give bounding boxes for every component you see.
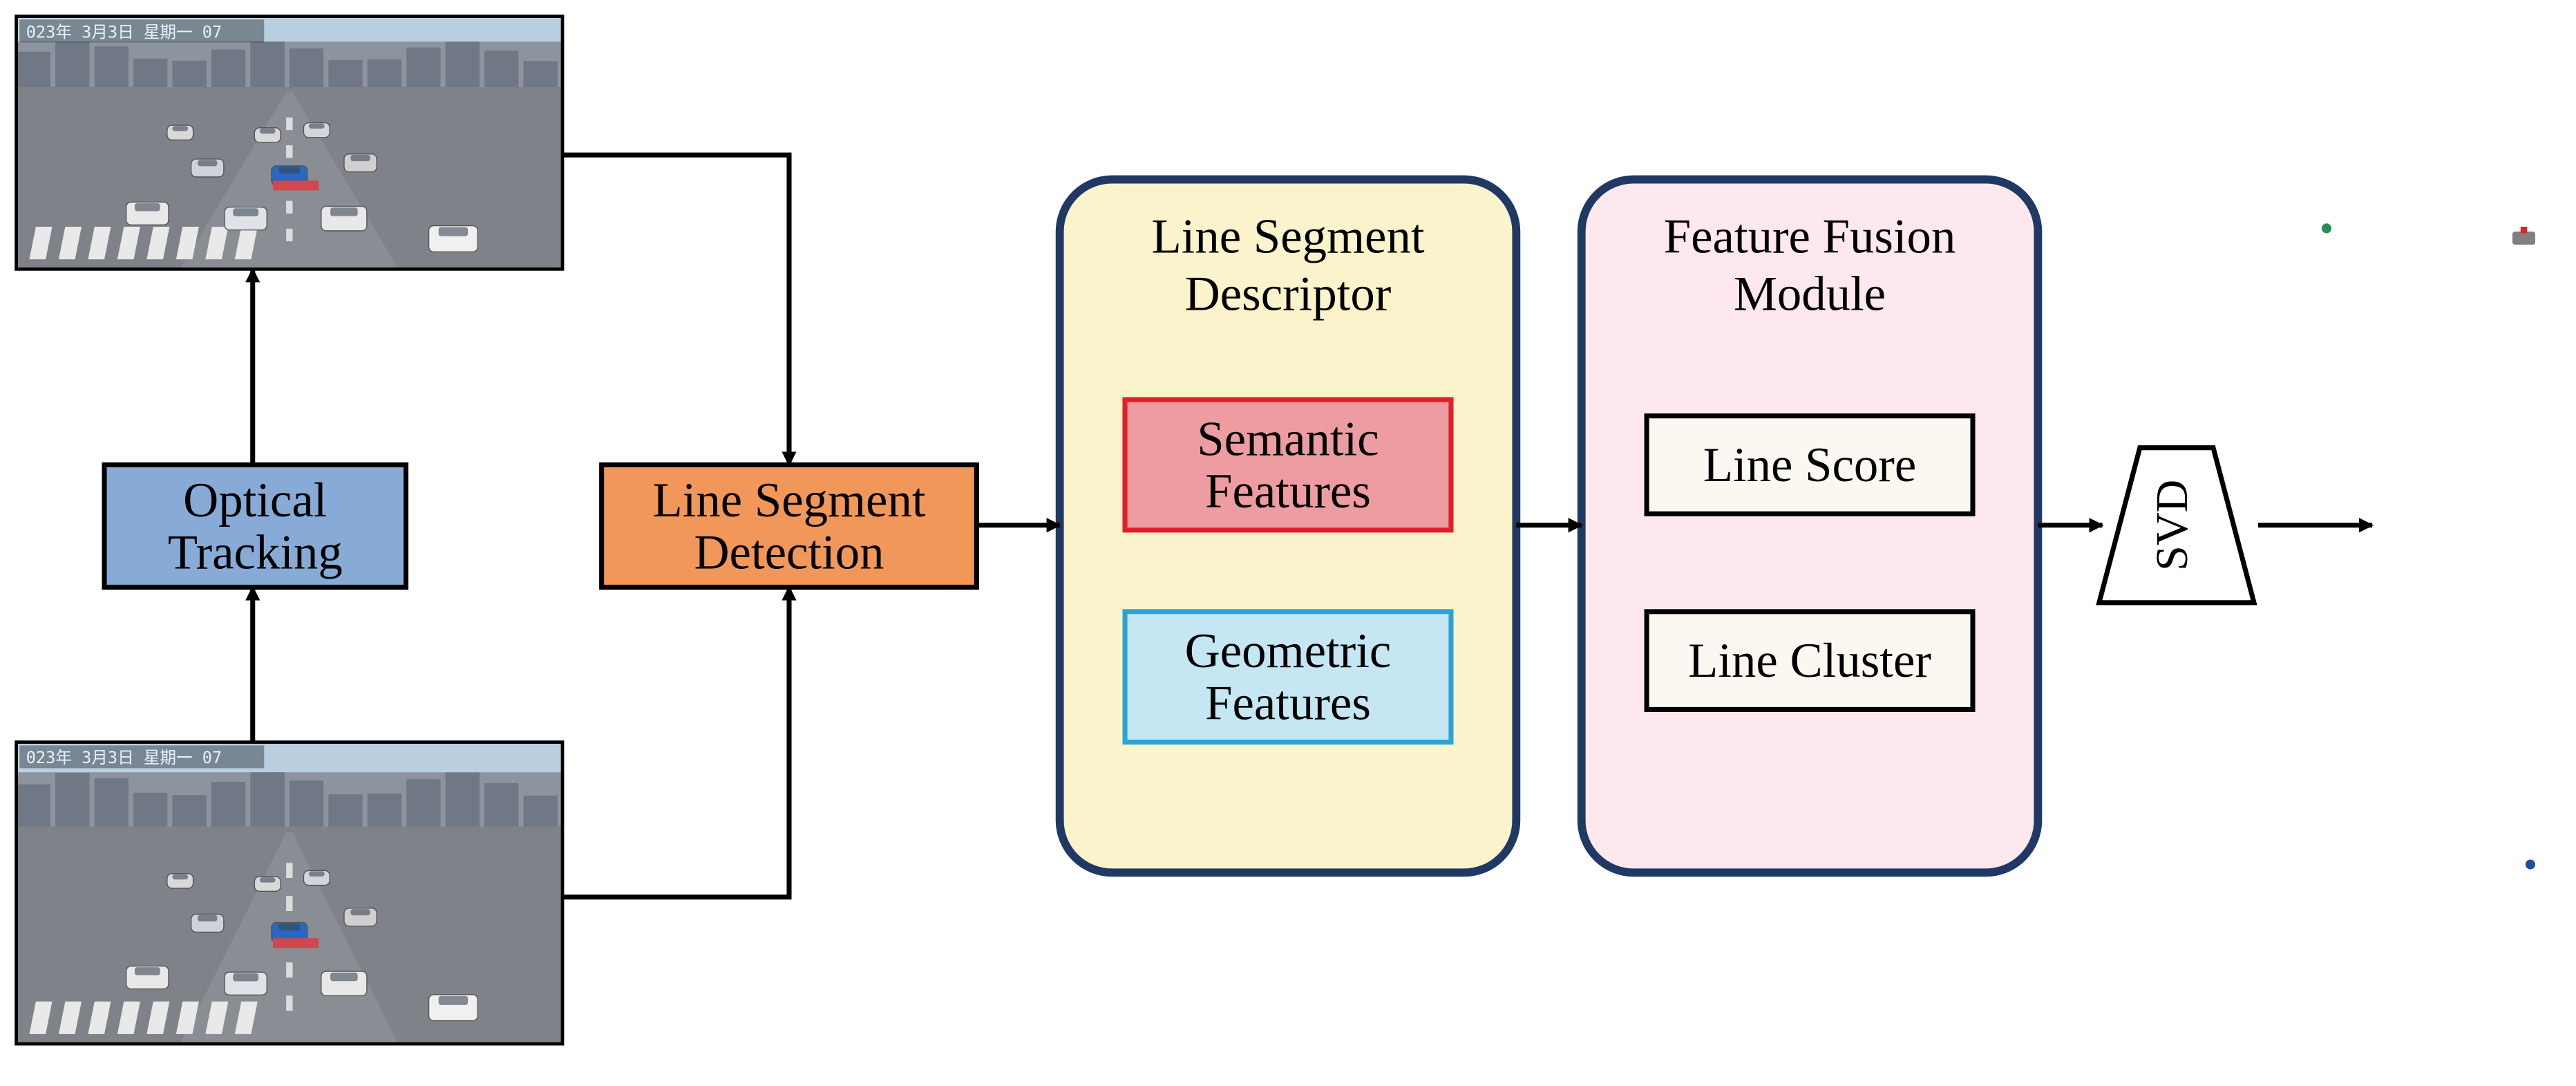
svg-text:Line Cluster: Line Cluster — [1688, 634, 1931, 688]
feature-fusion-module: Feature FusionModule Line Score Line Clust… — [1582, 180, 2038, 873]
input-image-top: 023年 3月3日 星期一 07 — [17, 17, 562, 270]
decor-bug-icon — [2512, 227, 2535, 245]
svg-text:Detection: Detection — [694, 525, 884, 579]
decor-dot-blue — [2526, 859, 2535, 869]
svd-block: SVD — [2099, 448, 2254, 603]
decor-dot-green — [2322, 223, 2331, 233]
arrow-topimg-to-detection — [562, 155, 789, 465]
svg-text:023年 3月3日 星期一 07: 023年 3月3日 星期一 07 — [26, 22, 222, 41]
svg-text:Tracking: Tracking — [168, 525, 343, 579]
svg-text:SVD: SVD — [2147, 480, 2197, 571]
input-image-bottom: 023年 3月3日 星期一 07 — [17, 742, 562, 1045]
svg-text:Descriptor: Descriptor — [1185, 267, 1392, 321]
svg-text:Line Segment: Line Segment — [652, 474, 925, 527]
svg-text:Optical: Optical — [183, 474, 327, 527]
optical-tracking-box: OpticalTracking — [104, 465, 406, 587]
svg-text:Semantic: Semantic — [1197, 412, 1379, 466]
svg-text:Features: Features — [1205, 677, 1371, 731]
arrow-bottomimg-to-detection — [562, 587, 789, 897]
line-segment-detection-box: Line SegmentDetection — [602, 465, 977, 587]
svg-text:Line Segment: Line Segment — [1151, 210, 1424, 264]
svg-text:Line Score: Line Score — [1703, 438, 1917, 492]
svg-text:Module: Module — [1734, 267, 1886, 321]
svg-text:023年 3月3日 星期一 07: 023年 3月3日 星期一 07 — [26, 748, 222, 767]
svg-text:Features: Features — [1205, 465, 1371, 518]
svg-text:Geometric: Geometric — [1185, 624, 1392, 678]
svg-text:Feature Fusion: Feature Fusion — [1664, 210, 1956, 264]
line-segment-descriptor-module: Line SegmentDescriptorSemanticFeaturesGe… — [1060, 180, 1517, 873]
